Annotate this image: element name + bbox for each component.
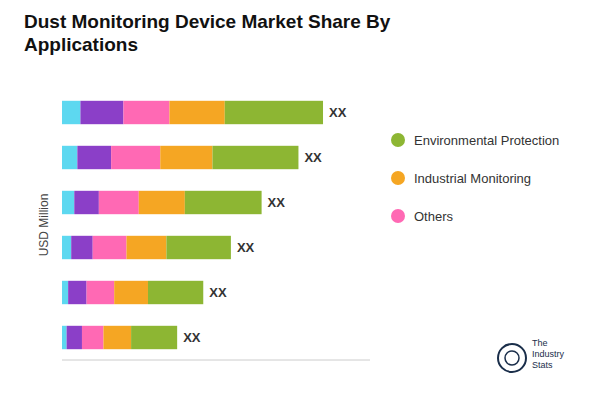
bar-segment bbox=[103, 326, 131, 349]
bar-segment bbox=[67, 326, 82, 349]
bar-segment bbox=[99, 191, 139, 214]
text-line: Applications bbox=[24, 34, 138, 55]
bar-annotation: XX bbox=[237, 240, 255, 255]
text-line: Stats bbox=[532, 360, 553, 370]
legend-marker bbox=[391, 171, 405, 185]
bar-segment bbox=[93, 236, 127, 259]
legend-label: Industrial Monitoring bbox=[414, 171, 531, 186]
legend-marker bbox=[391, 133, 405, 147]
bar-segment bbox=[74, 191, 99, 214]
bar-segment bbox=[62, 146, 77, 169]
bar-segment bbox=[139, 191, 185, 214]
chart: Dust Monitoring Device Market Share ByAp… bbox=[0, 0, 600, 400]
bars bbox=[62, 101, 323, 349]
legend-label: Environmental Protection bbox=[414, 133, 559, 148]
bar-segment bbox=[71, 236, 92, 259]
bar-annotation: XX bbox=[183, 330, 201, 345]
text-line: Industry bbox=[532, 349, 565, 359]
bar-annotation: XX bbox=[268, 195, 286, 210]
bar-segment bbox=[77, 146, 111, 169]
bar-segment bbox=[62, 236, 71, 259]
bar-segment bbox=[123, 101, 169, 124]
logo-text: TheIndustryStats bbox=[532, 338, 565, 370]
bar-annotation: XX bbox=[329, 105, 347, 120]
bar-segment bbox=[131, 326, 177, 349]
logo: TheIndustryStats bbox=[498, 338, 565, 372]
legend-marker bbox=[391, 209, 405, 223]
bar-segment bbox=[62, 326, 67, 349]
bar-segment bbox=[111, 146, 160, 169]
bar-segment bbox=[225, 101, 323, 124]
bar-segment bbox=[80, 101, 123, 124]
bar-segment bbox=[114, 281, 148, 304]
bar-segment bbox=[82, 326, 103, 349]
bar-segment bbox=[160, 146, 212, 169]
bar-segment bbox=[126, 236, 166, 259]
logo-gear-inner bbox=[505, 351, 519, 365]
bar-segment bbox=[87, 281, 115, 304]
text-line: The bbox=[532, 338, 548, 348]
bar-segment bbox=[148, 281, 203, 304]
bar-segment bbox=[185, 191, 262, 214]
bar-segment bbox=[166, 236, 230, 259]
legend-label: Others bbox=[414, 209, 454, 224]
bar-segment bbox=[169, 101, 224, 124]
bar-annotation: XX bbox=[209, 285, 227, 300]
legend: Environmental Protection Industrial Monit… bbox=[391, 133, 559, 224]
logo-gear bbox=[498, 344, 526, 372]
title: Dust Monitoring Device Market Share ByAp… bbox=[24, 11, 391, 55]
x-axis-line bbox=[62, 360, 370, 361]
bar-segment bbox=[212, 146, 298, 169]
text-line: Dust Monitoring Device Market Share By bbox=[24, 11, 391, 32]
bar-segment bbox=[62, 101, 80, 124]
bar-segment bbox=[62, 191, 74, 214]
y-axis-label: USD Million bbox=[37, 194, 51, 257]
bar-annotation: XX bbox=[304, 150, 322, 165]
bar-segment bbox=[62, 281, 68, 304]
bar-segment bbox=[68, 281, 86, 304]
